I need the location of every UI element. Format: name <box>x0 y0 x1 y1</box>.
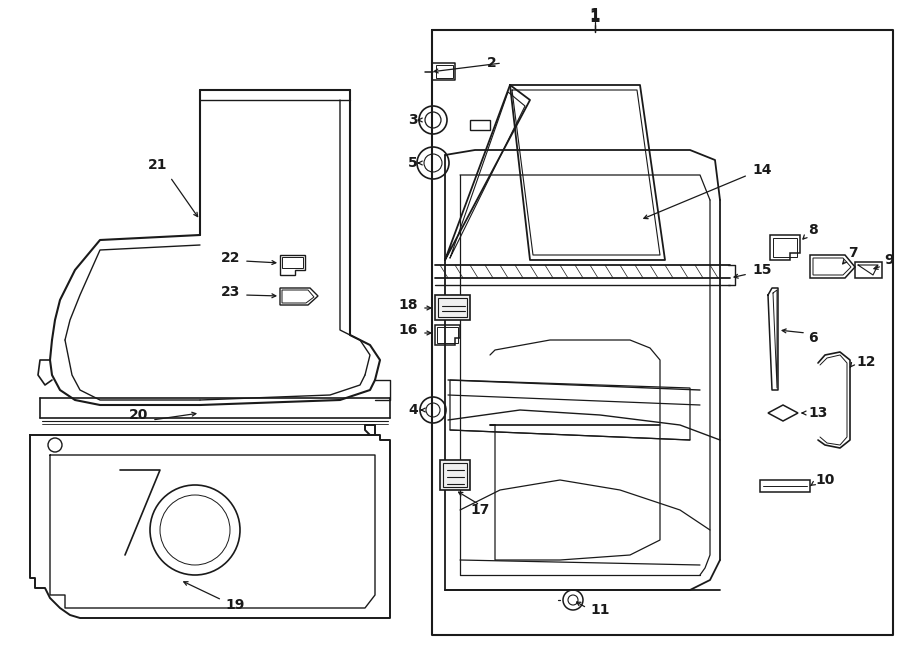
Text: 15: 15 <box>752 263 771 277</box>
Text: 2: 2 <box>487 56 497 70</box>
Text: 13: 13 <box>808 406 827 420</box>
Text: 12: 12 <box>856 355 876 369</box>
Text: 11: 11 <box>590 603 609 617</box>
Polygon shape <box>435 295 470 320</box>
Text: 19: 19 <box>225 598 245 612</box>
Text: 21: 21 <box>148 158 167 172</box>
Text: 14: 14 <box>752 163 771 177</box>
Polygon shape <box>440 460 470 490</box>
Text: 5: 5 <box>409 156 418 170</box>
Text: 9: 9 <box>884 253 894 267</box>
Text: 20: 20 <box>129 408 148 422</box>
Text: 3: 3 <box>409 113 418 127</box>
Text: 8: 8 <box>808 223 818 237</box>
Text: 17: 17 <box>471 503 490 517</box>
Text: 4: 4 <box>409 403 418 417</box>
Text: 1: 1 <box>590 11 600 26</box>
Text: 1: 1 <box>590 7 600 22</box>
Text: 7: 7 <box>848 246 858 260</box>
Text: 6: 6 <box>808 331 817 345</box>
Text: 16: 16 <box>399 323 418 337</box>
Text: 22: 22 <box>220 251 240 265</box>
Text: 18: 18 <box>399 298 418 312</box>
Text: 23: 23 <box>220 285 240 299</box>
Text: 10: 10 <box>815 473 834 487</box>
